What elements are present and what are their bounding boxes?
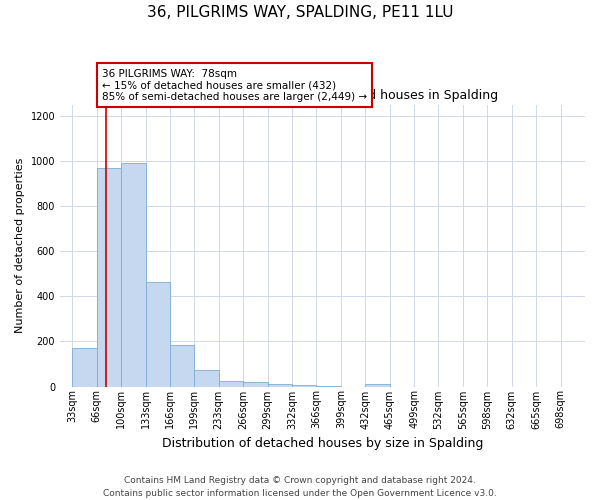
X-axis label: Distribution of detached houses by size in Spalding: Distribution of detached houses by size … [162, 437, 483, 450]
Bar [292, 384, 316, 386]
Bar [268, 384, 292, 386]
Bar [146, 282, 170, 387]
Text: 36 PILGRIMS WAY:  78sqm
← 15% of detached houses are smaller (432)
85% of semi-d: 36 PILGRIMS WAY: 78sqm ← 15% of detached… [102, 68, 367, 102]
Bar [243, 382, 268, 386]
Bar [97, 168, 121, 386]
Bar [121, 163, 146, 386]
Bar [72, 348, 97, 387]
Bar [170, 345, 194, 387]
Text: 36, PILGRIMS WAY, SPALDING, PE11 1LU: 36, PILGRIMS WAY, SPALDING, PE11 1LU [147, 5, 453, 20]
Bar [194, 370, 219, 386]
Text: Contains HM Land Registry data © Crown copyright and database right 2024.
Contai: Contains HM Land Registry data © Crown c… [103, 476, 497, 498]
Title: Size of property relative to detached houses in Spalding: Size of property relative to detached ho… [146, 89, 499, 102]
Bar [365, 384, 389, 386]
Bar [219, 381, 243, 386]
Y-axis label: Number of detached properties: Number of detached properties [15, 158, 25, 333]
